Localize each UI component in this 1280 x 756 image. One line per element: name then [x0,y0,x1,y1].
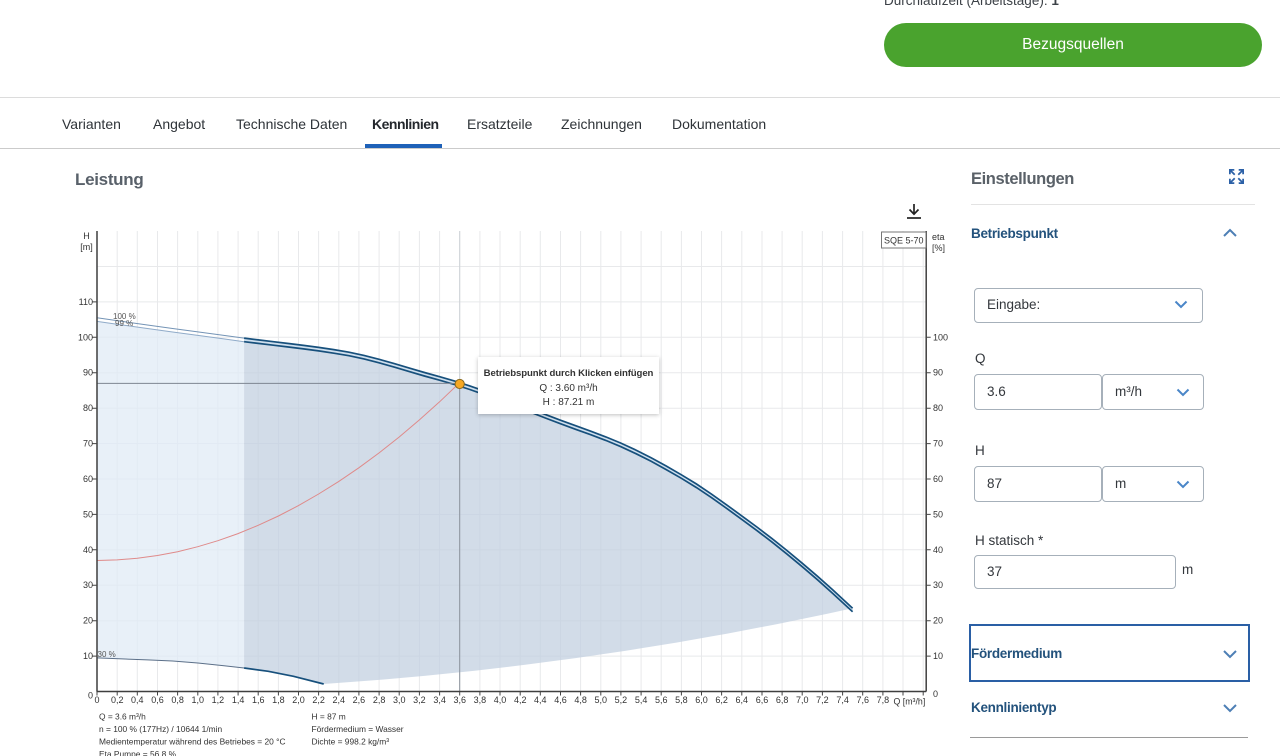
svg-text:1,0: 1,0 [192,695,205,705]
svg-text:5,8: 5,8 [675,695,688,705]
svg-text:5,4: 5,4 [635,695,648,705]
svg-text:2,0: 2,0 [292,695,305,705]
svg-text:10: 10 [933,651,943,661]
svg-text:0,6: 0,6 [151,695,164,705]
svg-text:100: 100 [933,332,948,342]
svg-text:30: 30 [933,580,943,590]
svg-text:20: 20 [83,616,93,626]
svg-text:30 %: 30 % [98,650,116,659]
svg-text:eta: eta [932,232,945,242]
svg-text:Q [m³/h]: Q [m³/h] [894,697,926,707]
svg-text:0,2: 0,2 [111,695,124,705]
svg-text:60: 60 [83,474,93,484]
svg-text:H = 87 m: H = 87 m [312,712,346,722]
svg-text:70: 70 [933,439,943,449]
svg-text:3,2: 3,2 [413,695,426,705]
svg-text:50: 50 [83,509,93,519]
svg-text:Eta Pumpe = 56.8 %: Eta Pumpe = 56.8 % [99,749,177,756]
svg-text:5,6: 5,6 [655,695,668,705]
svg-text:60: 60 [933,474,943,484]
svg-text:3,6: 3,6 [453,695,466,705]
svg-text:3,0: 3,0 [393,695,406,705]
svg-text:100 %: 100 % [113,312,136,321]
svg-text:2,6: 2,6 [353,695,366,705]
svg-text:5,2: 5,2 [615,695,628,705]
svg-text:4,8: 4,8 [574,695,587,705]
svg-text:0: 0 [933,689,938,699]
svg-text:4,2: 4,2 [514,695,527,705]
svg-text:1,4: 1,4 [232,695,245,705]
svg-text:6,0: 6,0 [695,695,708,705]
svg-text:6,8: 6,8 [776,695,789,705]
svg-text:6,4: 6,4 [736,695,749,705]
svg-text:90: 90 [933,368,943,378]
svg-text:3,4: 3,4 [433,695,446,705]
svg-text:[%]: [%] [932,243,945,253]
svg-text:1,8: 1,8 [272,695,285,705]
svg-text:50: 50 [933,509,943,519]
svg-text:10: 10 [83,651,93,661]
svg-text:100: 100 [78,332,93,342]
svg-text:0,8: 0,8 [171,695,184,705]
svg-text:2,4: 2,4 [333,695,346,705]
svg-text:n = 100 % (177Hz) / 10644 1/mi: n = 100 % (177Hz) / 10644 1/min [99,724,222,734]
svg-text:3,8: 3,8 [474,695,487,705]
svg-text:0: 0 [94,695,99,705]
svg-text:0,4: 0,4 [131,695,144,705]
svg-text:4,0: 4,0 [494,695,507,705]
svg-text:2,2: 2,2 [312,695,325,705]
svg-text:4,6: 4,6 [554,695,567,705]
svg-text:70: 70 [83,439,93,449]
svg-text:7,4: 7,4 [836,695,849,705]
svg-text:110: 110 [79,297,93,307]
svg-text:80: 80 [933,403,943,413]
svg-text:SQE 5-70: SQE 5-70 [884,236,924,246]
svg-text:[m]: [m] [80,242,93,252]
svg-text:80: 80 [83,403,93,413]
svg-text:H: H [83,231,90,241]
svg-text:Q = 3.6 m³/h: Q = 3.6 m³/h [99,712,146,722]
svg-text:Dichte = 998.2 kg/m³: Dichte = 998.2 kg/m³ [312,737,390,747]
svg-text:99 %: 99 % [115,319,133,328]
svg-text:7,0: 7,0 [796,695,809,705]
svg-text:1,6: 1,6 [252,695,265,705]
svg-text:7,2: 7,2 [816,695,829,705]
svg-text:6,6: 6,6 [756,695,769,705]
svg-text:90: 90 [83,368,93,378]
svg-text:2,8: 2,8 [373,695,386,705]
svg-text:0: 0 [88,691,93,701]
svg-text:20: 20 [933,616,943,626]
svg-text:40: 40 [83,545,93,555]
svg-text:40: 40 [933,545,943,555]
svg-text:Medientemperatur während des B: Medientemperatur während des Betriebes =… [99,737,286,747]
svg-text:6,2: 6,2 [715,695,728,705]
svg-text:1,2: 1,2 [212,695,225,705]
svg-text:4,4: 4,4 [534,695,547,705]
svg-text:7,8: 7,8 [877,695,890,705]
svg-text:5,0: 5,0 [595,695,608,705]
svg-text:Fördermedium = Wasser: Fördermedium = Wasser [312,724,404,734]
svg-text:7,6: 7,6 [856,695,869,705]
svg-text:30: 30 [83,580,93,590]
